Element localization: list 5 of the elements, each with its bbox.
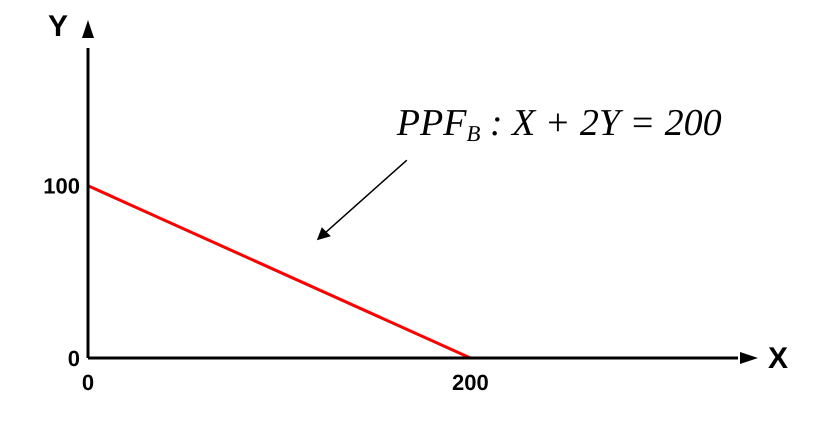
annotation: PPF$_{B}$ : X + 2Y = 200: [396, 102, 722, 146]
x-tick-label: 200: [452, 370, 489, 395]
y-tick-label: 100: [43, 174, 80, 199]
y-axis-title: Y: [48, 10, 68, 43]
x-axis-title: X: [768, 342, 788, 375]
